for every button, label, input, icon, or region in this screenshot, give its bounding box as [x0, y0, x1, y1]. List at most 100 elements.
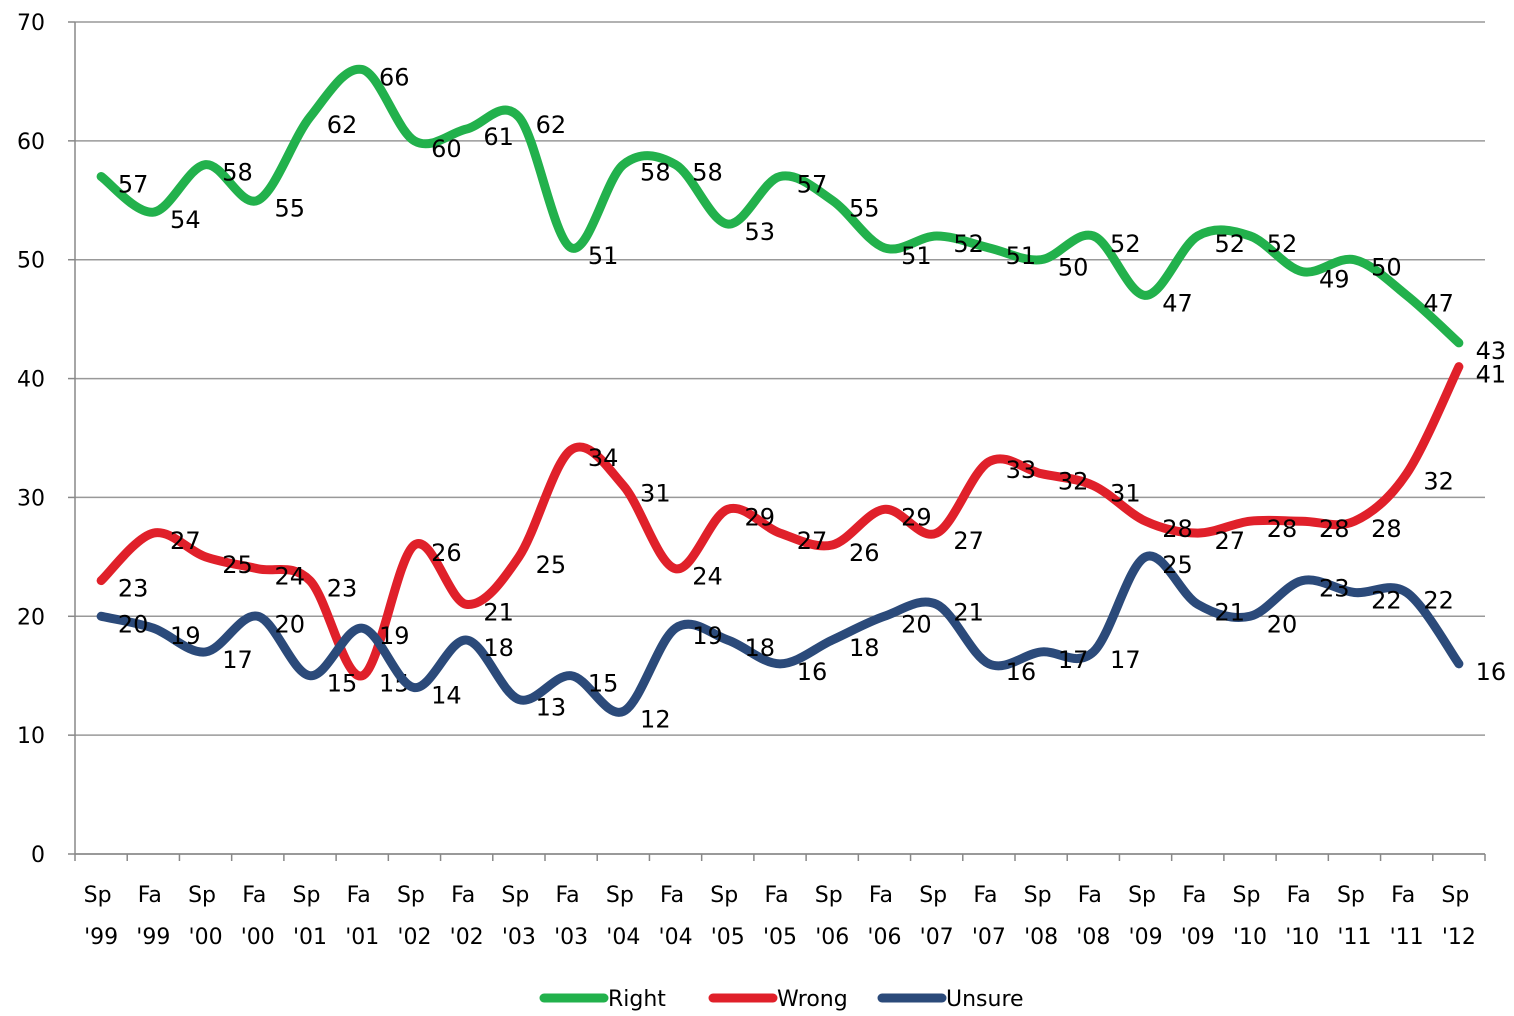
data-label: 21 [953, 598, 984, 626]
data-label: 62 [327, 111, 358, 139]
data-label: 52 [953, 230, 984, 258]
data-label: 19 [379, 622, 410, 650]
data-label: 41 [1476, 361, 1507, 389]
data-label: 57 [118, 171, 149, 199]
data-label: 16 [797, 658, 828, 686]
data-label: 31 [640, 480, 671, 508]
data-label: 16 [1476, 658, 1507, 686]
data-label: 27 [797, 527, 828, 555]
data-label: 28 [1162, 515, 1193, 543]
data-label: 55 [849, 194, 880, 222]
data-label: 43 [1476, 337, 1507, 365]
x-tick-label: Sp '05 [710, 883, 745, 950]
data-label: 28 [1267, 515, 1298, 543]
legend-label: Wrong [777, 987, 848, 1012]
x-tick-label: Sp '01 [293, 883, 328, 950]
data-label: 20 [901, 610, 932, 638]
data-label: 12 [640, 705, 671, 733]
data-label: 15 [588, 670, 619, 698]
data-label: 47 [1423, 289, 1454, 317]
y-tick-label: 40 [17, 368, 45, 393]
data-label: 20 [1267, 610, 1298, 638]
data-label: 27 [953, 527, 984, 555]
data-label: 13 [536, 693, 567, 721]
data-label: 18 [483, 634, 514, 662]
x-tick-label: Sp '12 [1441, 883, 1476, 950]
x-tick-label: Sp '10 [1233, 883, 1268, 950]
x-tick-label: Sp '04 [606, 883, 641, 950]
x-tick-label: Sp '00 [188, 883, 223, 950]
data-label: 23 [327, 575, 358, 603]
data-label: 17 [1058, 646, 1089, 674]
y-tick-label: 20 [17, 605, 45, 630]
data-label: 16 [1006, 658, 1037, 686]
data-label: 47 [1162, 289, 1193, 317]
data-label: 24 [275, 563, 306, 591]
data-label: 27 [1215, 527, 1246, 555]
x-tick-label: Sp '08 [1024, 883, 1059, 950]
data-label: 54 [170, 206, 201, 234]
data-label: 33 [1006, 456, 1037, 484]
data-label: 17 [1110, 646, 1141, 674]
legend-label: Right [608, 987, 666, 1012]
y-tick-label: 0 [31, 843, 45, 868]
x-tick-label: Fa '99 [136, 883, 170, 950]
data-label: 31 [1110, 480, 1141, 508]
data-label: 29 [745, 503, 776, 531]
data-label: 26 [849, 539, 880, 567]
data-label: 51 [901, 242, 932, 270]
series-line [96, 64, 1464, 348]
x-tick-label: Sp '02 [397, 883, 432, 950]
data-label: 26 [431, 539, 462, 567]
x-tick-label: Fa '08 [1076, 883, 1110, 950]
data-label: 27 [170, 527, 201, 555]
data-label: 21 [483, 598, 514, 626]
data-label: 32 [1423, 468, 1454, 496]
x-tick-label: Fa '07 [972, 883, 1006, 950]
data-label: 60 [431, 135, 462, 163]
data-label: 25 [1162, 551, 1193, 579]
x-tick-label: Fa '04 [659, 883, 693, 950]
x-tick-label: Fa '03 [554, 883, 588, 950]
data-label: 22 [1423, 587, 1454, 615]
data-label: 62 [536, 111, 567, 139]
series-line [96, 551, 1464, 717]
data-label: 55 [275, 194, 306, 222]
x-tick-label: Fa '11 [1390, 883, 1424, 950]
y-tick-label: 50 [17, 249, 45, 274]
data-label: 18 [745, 634, 776, 662]
data-label: 57 [797, 171, 828, 199]
data-label: 22 [1371, 587, 1402, 615]
data-label: 21 [1215, 598, 1246, 626]
y-tick-label: 60 [17, 130, 45, 155]
data-label: 24 [692, 563, 723, 591]
data-label: 50 [1371, 254, 1402, 282]
series-line [96, 362, 1464, 681]
x-tick-label: Fa '02 [450, 883, 484, 950]
y-tick-label: 10 [17, 724, 45, 749]
x-tick-label: Sp '06 [815, 883, 850, 950]
legend-label: Unsure [946, 987, 1024, 1012]
x-tick-label: Sp '99 [84, 883, 119, 950]
data-label: 28 [1371, 515, 1402, 543]
data-label: 58 [640, 159, 671, 187]
data-label: 58 [222, 159, 253, 187]
data-label: 28 [1319, 515, 1350, 543]
data-label: 20 [275, 610, 306, 638]
data-label: 49 [1319, 266, 1350, 294]
data-label: 52 [1267, 230, 1298, 258]
x-tick-label: Fa '05 [763, 883, 797, 950]
data-label: 58 [692, 159, 723, 187]
data-label: 53 [745, 218, 776, 246]
data-label: 34 [588, 444, 619, 472]
data-label: 18 [849, 634, 880, 662]
x-tick-label: Sp '07 [919, 883, 954, 950]
x-tick-label: Fa '09 [1181, 883, 1215, 950]
y-tick-label: 70 [17, 11, 45, 36]
data-label: 52 [1215, 230, 1246, 258]
data-label: 52 [1110, 230, 1141, 258]
data-label: 19 [170, 622, 201, 650]
x-tick-label: Fa '00 [241, 883, 275, 950]
x-tick-label: Fa '06 [867, 883, 901, 950]
